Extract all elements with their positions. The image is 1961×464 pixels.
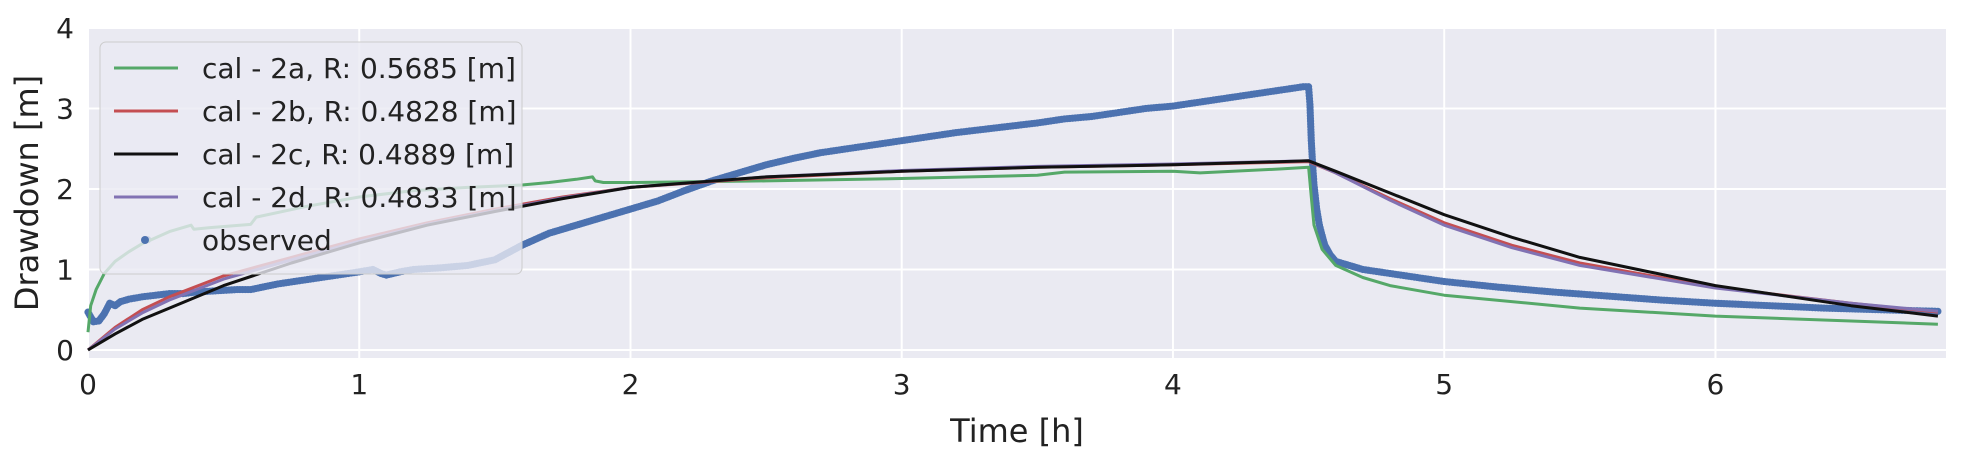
legend-label: cal - 2a, R: 0.5685 [m] bbox=[202, 52, 516, 85]
y-tick-label: 3 bbox=[56, 92, 74, 125]
legend-marker-observed bbox=[141, 236, 149, 244]
y-tick-label: 0 bbox=[56, 334, 74, 367]
x-tick-label: 5 bbox=[1435, 368, 1453, 401]
x-tick-label: 1 bbox=[350, 368, 368, 401]
y-axis-label: Drawdown [m] bbox=[8, 75, 46, 311]
y-tick-label: 4 bbox=[56, 12, 74, 45]
y-tick-label: 1 bbox=[56, 253, 74, 286]
x-tick-labels: 0 1 2 3 4 5 6 bbox=[79, 368, 1724, 401]
x-tick-label: 0 bbox=[79, 368, 97, 401]
y-tick-label: 2 bbox=[56, 173, 74, 206]
x-axis-label: Time [h] bbox=[949, 412, 1084, 450]
legend-label: observed bbox=[202, 224, 332, 257]
x-tick-label: 3 bbox=[893, 368, 911, 401]
legend-label: cal - 2c, R: 0.4889 [m] bbox=[202, 138, 514, 171]
legend-label: cal - 2b, R: 0.4828 [m] bbox=[202, 95, 517, 128]
x-tick-label: 2 bbox=[622, 368, 640, 401]
y-tick-labels: 0 1 2 3 4 bbox=[56, 12, 74, 367]
x-tick-label: 6 bbox=[1707, 368, 1725, 401]
x-tick-label: 4 bbox=[1164, 368, 1182, 401]
series-2-line bbox=[87, 159, 1939, 352]
legend-box bbox=[99, 41, 523, 275]
legend-label: cal - 2d, R: 0.4833 [m] bbox=[202, 181, 517, 214]
legend: cal - 2a, R: 0.5685 [m] cal - 2b, R: 0.48… bbox=[99, 41, 523, 275]
